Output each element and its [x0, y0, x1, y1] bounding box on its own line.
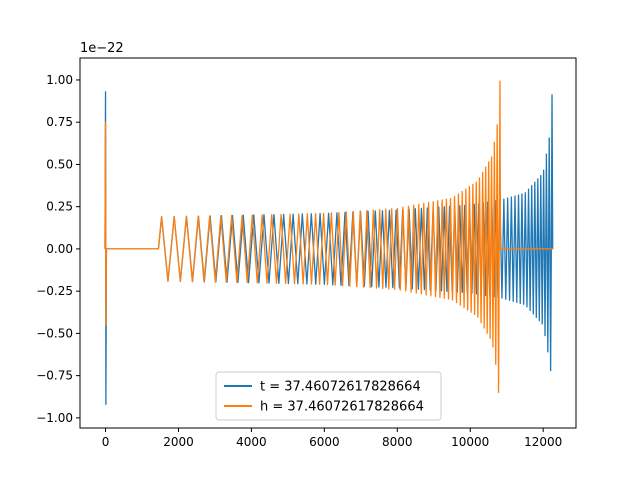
y-tick-label: 0.75 [46, 115, 73, 129]
series-line-1 [104, 80, 554, 394]
y-tick-label: −0.50 [36, 326, 73, 340]
y-tick-label: −0.75 [36, 369, 73, 383]
plot-frame [79, 57, 577, 429]
x-tick-label: 0 [102, 435, 110, 449]
legend-label: t = 37.46072617828664 [260, 380, 421, 395]
y-tick-label: 1.00 [46, 73, 73, 87]
y-tick-label: 0.50 [46, 157, 73, 171]
x-tick-label: 2000 [163, 435, 194, 449]
series-layer [104, 80, 554, 405]
x-axis: 0 2000 4000 6000 8000 10000 12000 [102, 428, 562, 449]
x-tick-label: 12000 [524, 435, 562, 449]
legend: t = 37.46072617828664 h = 37.460726178286… [215, 371, 442, 421]
x-tick-label: 8000 [382, 435, 413, 449]
legend-label: h = 37.46072617828664 [260, 400, 424, 415]
y-axis: 1.00 0.75 0.50 0.25 0.00 −0.25 −0.50 −0.75 −1.00 [36, 73, 80, 425]
y-tick-label: −1.00 [36, 411, 73, 425]
legend-box [215, 371, 442, 421]
y-offset-label: 1e−22 [80, 41, 124, 56]
y-tick-label: 0.25 [46, 200, 73, 214]
series-line-0 [104, 91, 554, 405]
x-tick-label: 4000 [236, 435, 267, 449]
x-tick-label: 6000 [309, 435, 340, 449]
y-tick-label: −0.25 [36, 284, 73, 298]
x-tick-label: 10000 [451, 435, 489, 449]
y-tick-label: 0.00 [46, 242, 73, 256]
